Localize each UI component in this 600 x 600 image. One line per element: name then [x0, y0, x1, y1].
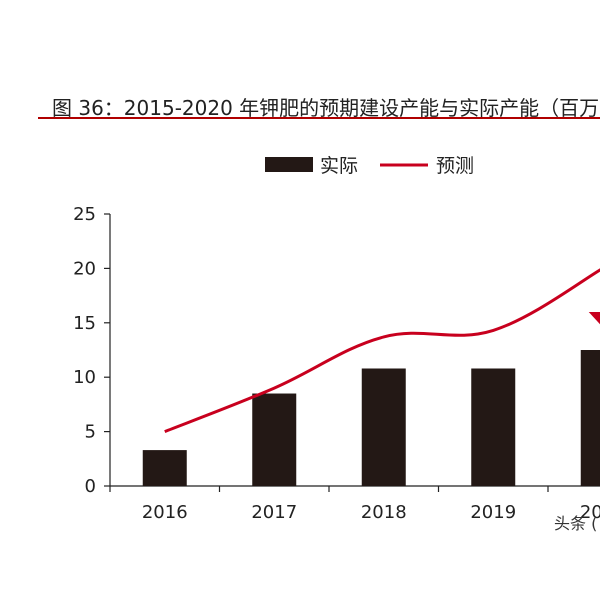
- y-tick-label: 5: [85, 422, 96, 443]
- figure-title: 图 36：2015-2020 年钾肥的预期建设产能与实际产能（百万: [52, 96, 600, 120]
- y-tick-label: 20: [73, 258, 96, 279]
- watermark: 头条 (: [554, 514, 598, 533]
- x-tick-label: 2018: [361, 502, 407, 523]
- legend-label-line: 预测: [436, 155, 474, 177]
- bar-2016: [142, 450, 187, 486]
- bar-2017: [252, 393, 297, 486]
- title-rule: [38, 117, 600, 119]
- legend: 实际 预测: [265, 155, 474, 177]
- down-arrow-icon: [588, 312, 600, 325]
- bar-series: [142, 350, 600, 486]
- annotations: [588, 312, 600, 325]
- y-axis: 0 5 10 15 20 25: [73, 204, 111, 497]
- y-tick-label: 15: [73, 313, 96, 334]
- x-tick-label: 2019: [470, 502, 516, 523]
- y-tick-label: 10: [73, 367, 96, 388]
- bar-2018: [361, 368, 406, 486]
- bar-2019: [471, 368, 516, 486]
- x-tick-label: 2017: [251, 502, 297, 523]
- x-tick-label: 2020: [580, 502, 600, 523]
- y-tick-label: 0: [85, 476, 96, 497]
- legend-swatch-bar: [265, 157, 313, 172]
- y-tick-label: 25: [73, 204, 96, 225]
- bar-2020: [580, 350, 600, 486]
- forecast-line: [164, 268, 600, 433]
- x-tick-label: 2016: [142, 502, 188, 523]
- x-axis: 2016 2017 2018 2019 2020: [109, 485, 600, 523]
- line-series: [164, 268, 600, 433]
- legend-label-bar: 实际: [320, 155, 358, 177]
